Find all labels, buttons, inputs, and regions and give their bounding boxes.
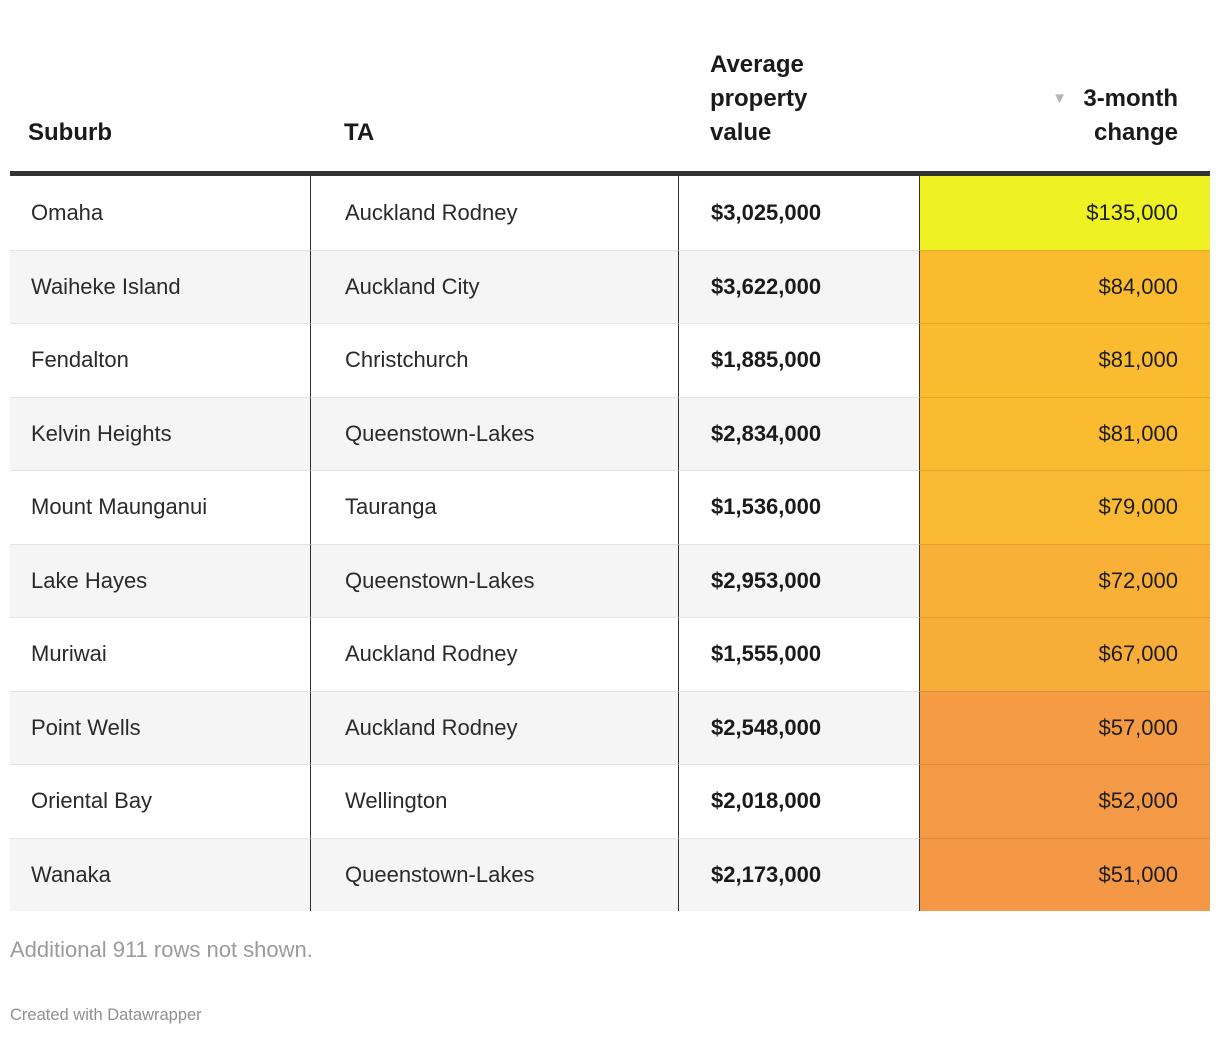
ta-cell: Auckland Rodney — [311, 690, 679, 764]
datawrapper-table: Suburb TA Average property value ▼ 3-mont… — [10, 0, 1210, 911]
change-heatmap-cell: $57,000 — [920, 690, 1210, 764]
datawrapper-credit-link[interactable]: Created with Datawrapper — [10, 1006, 202, 1024]
column-header-suburb[interactable]: Suburb — [28, 119, 112, 146]
value-cell: $2,953,000 — [679, 543, 920, 617]
rows-not-shown-note: Additional 911 rows not shown. — [10, 937, 313, 962]
suburb-cell: Lake Hayes — [10, 543, 311, 617]
value-cell: $2,834,000 — [679, 396, 920, 470]
table-row: Omaha Auckland Rodney $3,025,000 $135,00… — [10, 176, 1210, 250]
suburb-cell: Kelvin Heights — [10, 396, 311, 470]
value-cell: $1,885,000 — [679, 323, 920, 397]
change-heatmap-cell: $81,000 — [920, 323, 1210, 397]
change-heatmap-cell: $52,000 — [920, 764, 1210, 838]
ta-cell: Queenstown-Lakes — [311, 396, 679, 470]
column-header-average-property-value[interactable]: Average property value — [679, 48, 920, 150]
sort-descending-icon: ▼ — [1052, 90, 1067, 107]
suburb-cell: Mount Maunganui — [10, 470, 311, 544]
column-header-ta[interactable]: TA — [344, 119, 375, 146]
table-row: Mount Maunganui Tauranga $1,536,000 $79,… — [10, 470, 1210, 544]
change-heatmap-cell: $72,000 — [920, 543, 1210, 617]
suburb-cell: Muriwai — [10, 617, 311, 691]
change-heatmap-cell: $51,000 — [920, 837, 1210, 911]
table-body: Omaha Auckland Rodney $3,025,000 $135,00… — [10, 176, 1210, 911]
value-cell: $1,536,000 — [679, 470, 920, 544]
value-cell: $2,018,000 — [679, 764, 920, 838]
table-row: Kelvin Heights Queenstown-Lakes $2,834,0… — [10, 396, 1210, 470]
suburb-cell: Fendalton — [10, 323, 311, 397]
ta-cell: Auckland Rodney — [311, 176, 679, 250]
table-row: Fendalton Christchurch $1,885,000 $81,00… — [10, 323, 1210, 397]
column-header-change-label: 3-month change — [1083, 85, 1178, 146]
table-header-row: Suburb TA Average property value ▼ 3-mont… — [10, 0, 1210, 176]
table-row: Muriwai Auckland Rodney $1,555,000 $67,0… — [10, 617, 1210, 691]
value-cell: $2,548,000 — [679, 690, 920, 764]
table-row: Point Wells Auckland Rodney $2,548,000 $… — [10, 690, 1210, 764]
column-header-3-month-change[interactable]: ▼ 3-month change — [920, 82, 1210, 150]
table-row: Waiheke Island Auckland City $3,622,000 … — [10, 249, 1210, 323]
value-cell: $2,173,000 — [679, 837, 920, 911]
suburb-cell: Point Wells — [10, 690, 311, 764]
ta-cell: Auckland City — [311, 249, 679, 323]
value-cell: $1,555,000 — [679, 617, 920, 691]
suburb-cell: Omaha — [10, 176, 311, 250]
change-heatmap-cell: $79,000 — [920, 470, 1210, 544]
suburb-cell: Waiheke Island — [10, 249, 311, 323]
ta-cell: Queenstown-Lakes — [311, 543, 679, 617]
ta-cell: Auckland Rodney — [311, 617, 679, 691]
suburb-cell: Oriental Bay — [10, 764, 311, 838]
change-heatmap-cell: $84,000 — [920, 249, 1210, 323]
ta-cell: Wellington — [311, 764, 679, 838]
table-row: Wanaka Queenstown-Lakes $2,173,000 $51,0… — [10, 837, 1210, 911]
ta-cell: Tauranga — [311, 470, 679, 544]
table-row: Oriental Bay Wellington $2,018,000 $52,0… — [10, 764, 1210, 838]
ta-cell: Christchurch — [311, 323, 679, 397]
column-header-value-label: Average property value — [710, 51, 808, 146]
change-heatmap-cell: $135,000 — [920, 176, 1210, 250]
change-heatmap-cell: $81,000 — [920, 396, 1210, 470]
change-heatmap-cell: $67,000 — [920, 617, 1210, 691]
ta-cell: Queenstown-Lakes — [311, 837, 679, 911]
value-cell: $3,622,000 — [679, 249, 920, 323]
value-cell: $3,025,000 — [679, 176, 920, 250]
suburb-cell: Wanaka — [10, 837, 311, 911]
table-row: Lake Hayes Queenstown-Lakes $2,953,000 $… — [10, 543, 1210, 617]
